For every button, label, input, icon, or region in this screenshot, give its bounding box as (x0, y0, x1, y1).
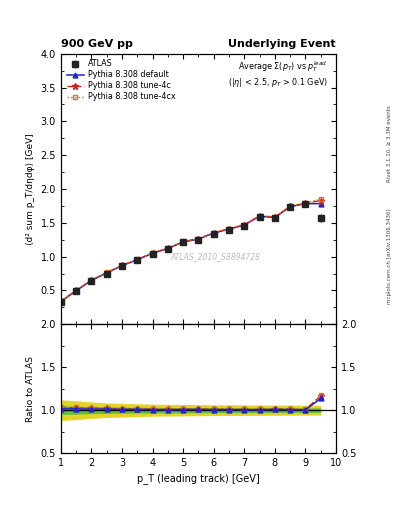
Pythia 8.308 default (242, 222, 247, 228)
Pythia 8.308 tune-4cx (105, 269, 109, 275)
Pythia 8.308 tune-4cx (150, 249, 155, 255)
Text: Rivet 3.1.10, ≥ 3.3M events: Rivet 3.1.10, ≥ 3.3M events (387, 105, 392, 182)
Pythia 8.308 tune-4c (181, 239, 185, 245)
Pythia 8.308 tune-4cx (272, 214, 277, 220)
Pythia 8.308 tune-4cx (89, 277, 94, 283)
Text: ATLAS_2010_S8894728: ATLAS_2010_S8894728 (170, 252, 260, 261)
Pythia 8.308 default (74, 288, 79, 294)
Pythia 8.308 tune-4cx (288, 203, 292, 209)
Y-axis label: Ratio to ATLAS: Ratio to ATLAS (26, 356, 35, 422)
Legend: ATLAS, Pythia 8.308 default, Pythia 8.308 tune-4c, Pythia 8.308 tune-4cx: ATLAS, Pythia 8.308 default, Pythia 8.30… (65, 58, 178, 103)
Pythia 8.308 tune-4c (288, 203, 292, 209)
Text: mcplots.cern.ch [arXiv:1306.3436]: mcplots.cern.ch [arXiv:1306.3436] (387, 208, 392, 304)
Pythia 8.308 tune-4c (196, 236, 201, 242)
Text: Average $\Sigma(p_T)$ vs $p_T^{lead}$
($|\eta|$ < 2.5, $p_T$ > 0.1 GeV): Average $\Sigma(p_T)$ vs $p_T^{lead}$ ($… (228, 59, 328, 89)
Pythia 8.308 tune-4cx (196, 236, 201, 242)
Pythia 8.308 tune-4cx (181, 239, 185, 245)
Pythia 8.308 tune-4c (303, 200, 308, 206)
Pythia 8.308 tune-4c (150, 250, 155, 256)
Pythia 8.308 default (257, 213, 262, 219)
Pythia 8.308 tune-4c (242, 222, 247, 228)
Pythia 8.308 tune-4cx (74, 287, 79, 293)
Text: 900 GeV pp: 900 GeV pp (61, 38, 133, 49)
Pythia 8.308 default (89, 278, 94, 284)
Pythia 8.308 default (120, 263, 125, 269)
Pythia 8.308 tune-4c (120, 262, 125, 268)
Pythia 8.308 default (227, 226, 231, 232)
Pythia 8.308 tune-4cx (227, 225, 231, 231)
Pythia 8.308 default (272, 215, 277, 221)
Pythia 8.308 default (135, 257, 140, 263)
Pythia 8.308 tune-4cx (165, 245, 170, 251)
Pythia 8.308 tune-4c (257, 213, 262, 219)
Pythia 8.308 default (288, 204, 292, 210)
Line: Pythia 8.308 default: Pythia 8.308 default (59, 201, 323, 304)
Pythia 8.308 default (211, 230, 216, 236)
Pythia 8.308 tune-4c (227, 226, 231, 232)
Pythia 8.308 default (150, 250, 155, 256)
Pythia 8.308 tune-4c (211, 230, 216, 236)
Pythia 8.308 tune-4cx (211, 229, 216, 236)
Pythia 8.308 tune-4cx (303, 200, 308, 206)
Pythia 8.308 default (59, 298, 63, 305)
Pythia 8.308 tune-4c (135, 257, 140, 263)
Pythia 8.308 tune-4cx (135, 257, 140, 263)
Pythia 8.308 tune-4c (59, 298, 63, 304)
Pythia 8.308 tune-4c (105, 269, 109, 275)
Pythia 8.308 default (105, 270, 109, 276)
Pythia 8.308 tune-4cx (257, 212, 262, 219)
Pythia 8.308 tune-4c (318, 198, 323, 204)
Pythia 8.308 tune-4cx (59, 298, 63, 304)
Y-axis label: ⟨d² sum p_T/dηdφ⟩ [GeV]: ⟨d² sum p_T/dηdφ⟩ [GeV] (26, 133, 35, 245)
Pythia 8.308 default (181, 239, 185, 245)
Text: Underlying Event: Underlying Event (228, 38, 336, 49)
Pythia 8.308 tune-4cx (242, 222, 247, 228)
Pythia 8.308 default (318, 201, 323, 207)
Line: Pythia 8.308 tune-4c: Pythia 8.308 tune-4c (58, 198, 324, 305)
Pythia 8.308 tune-4cx (120, 262, 125, 268)
Pythia 8.308 tune-4c (89, 277, 94, 283)
Pythia 8.308 default (165, 245, 170, 251)
Pythia 8.308 default (196, 236, 201, 242)
Pythia 8.308 tune-4cx (318, 196, 323, 202)
Pythia 8.308 tune-4c (272, 214, 277, 220)
Pythia 8.308 tune-4c (74, 287, 79, 293)
Line: Pythia 8.308 tune-4cx: Pythia 8.308 tune-4cx (59, 197, 323, 303)
Pythia 8.308 tune-4c (165, 245, 170, 251)
Pythia 8.308 default (303, 201, 308, 207)
X-axis label: p_T (leading track) [GeV]: p_T (leading track) [GeV] (137, 474, 260, 484)
